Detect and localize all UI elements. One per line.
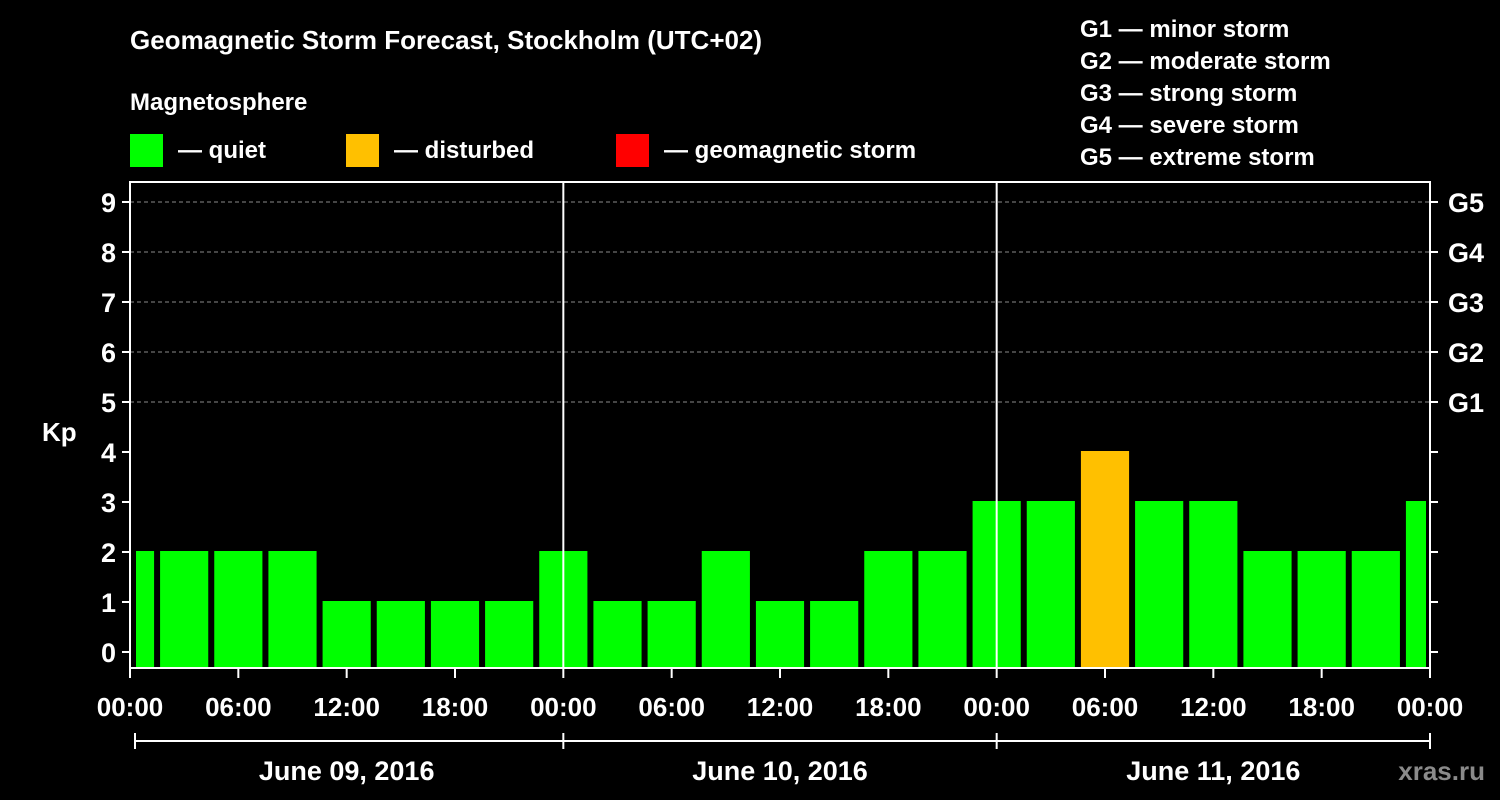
x-tick-label: 18:00 <box>855 692 922 722</box>
y-tick-label: 5 <box>101 388 116 418</box>
bar-23 <box>1351 551 1400 668</box>
scale-legend-g5: G5 — extreme storm <box>1080 144 1315 171</box>
chart-subtitle: Magnetosphere <box>130 89 307 116</box>
bar-19 <box>1135 501 1184 668</box>
bar-18 <box>1080 451 1130 668</box>
bars <box>136 451 1426 668</box>
axes <box>122 181 1438 749</box>
grid <box>130 201 1430 403</box>
legend-label-quiet: — quiet <box>178 137 266 164</box>
y-tick-label: 8 <box>101 238 116 268</box>
g-scale-label: G5 <box>1448 188 1484 218</box>
legend-label-storm: — geomagnetic storm <box>664 137 916 164</box>
day-label: June 09, 2016 <box>259 756 435 786</box>
g-scale-label: G1 <box>1448 388 1484 418</box>
y-tick-label: 1 <box>101 588 116 618</box>
bar-22 <box>1297 551 1346 668</box>
watermark: xras.ru <box>1398 756 1485 786</box>
g-scale-label: G2 <box>1448 338 1484 368</box>
y-tick-label: 6 <box>101 338 116 368</box>
x-tick-label: 12:00 <box>313 692 380 722</box>
y-tick-label: 3 <box>101 488 116 518</box>
bar-9 <box>593 601 642 668</box>
scale-legend-g1: G1 — minor storm <box>1080 16 1289 43</box>
bar-6 <box>430 601 480 668</box>
x-tick-label: 06:00 <box>1072 692 1139 722</box>
legend-label-disturbed: — disturbed <box>394 137 534 164</box>
g-scale-label: G4 <box>1448 238 1484 268</box>
x-tick-label: 06:00 <box>638 692 705 722</box>
storm-scale-legend: G1 — minor storm G2 — moderate storm G3 … <box>1080 16 1331 171</box>
y-tick-label: 0 <box>101 638 116 668</box>
y-tick-label: 2 <box>101 538 116 568</box>
bar-10 <box>647 601 696 668</box>
x-tick-label: 18:00 <box>422 692 489 722</box>
x-tick-label: 00:00 <box>530 692 597 722</box>
y-tick-label: 9 <box>101 188 116 218</box>
y-tick-label: 4 <box>101 438 116 468</box>
scale-legend-g4: G4 — severe storm <box>1080 112 1299 139</box>
x-tick-label: 12:00 <box>1180 692 1247 722</box>
bar-13 <box>810 601 859 668</box>
bar-5 <box>376 601 425 668</box>
bar-3 <box>268 551 317 668</box>
bar-11 <box>701 551 750 668</box>
bar-0 <box>136 551 155 668</box>
scale-legend-g2: G2 — moderate storm <box>1080 48 1331 75</box>
x-tick-label: 18:00 <box>1288 692 1355 722</box>
legend-swatch-disturbed <box>346 134 379 167</box>
bar-2 <box>214 551 263 668</box>
x-tick-label: 12:00 <box>747 692 814 722</box>
bar-12 <box>755 601 805 668</box>
legend-swatch-storm <box>616 134 649 167</box>
x-tick-label: 00:00 <box>97 692 164 722</box>
tick-labels: 0 1 2 3 4 5 6 7 8 9 G1 G2 G3 G4 G5 00:00 06:00 12:00 18:00… <box>97 188 1484 786</box>
scale-legend-g3: G3 — strong storm <box>1080 80 1297 107</box>
bar-17 <box>1026 501 1075 668</box>
bar-14 <box>864 551 913 668</box>
bar-15 <box>918 551 967 668</box>
bar-20 <box>1189 501 1238 668</box>
day-label: June 10, 2016 <box>692 756 868 786</box>
y-tick-label: 7 <box>101 288 116 318</box>
bar-7 <box>485 601 534 668</box>
bar-21 <box>1243 551 1292 668</box>
bar-4 <box>322 601 371 668</box>
chart-title: Geomagnetic Storm Forecast, Stockholm (U… <box>130 25 762 55</box>
bar-1 <box>160 551 209 668</box>
y-axis-label: Kp <box>42 417 77 447</box>
x-tick-label: 06:00 <box>205 692 272 722</box>
g-scale-label: G3 <box>1448 288 1484 318</box>
x-tick-label: 00:00 <box>1397 692 1464 722</box>
day-label: June 11, 2016 <box>1126 756 1300 786</box>
legend: — quiet — disturbed — geomagnetic storm <box>130 134 916 167</box>
x-tick-label: 00:00 <box>963 692 1030 722</box>
bar-24 <box>1405 501 1426 668</box>
legend-swatch-quiet <box>130 134 163 167</box>
